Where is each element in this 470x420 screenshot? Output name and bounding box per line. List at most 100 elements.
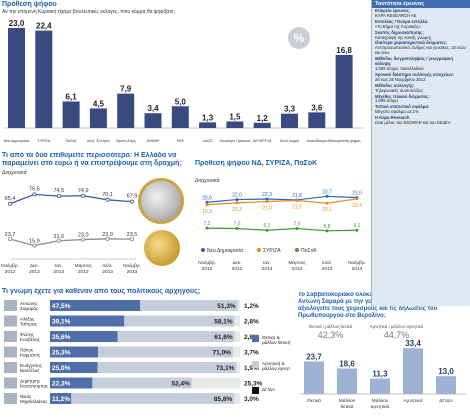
data-point <box>32 192 37 197</box>
leaders-opinion-title: Τι γνώμη έχετε για καθέναν από τους πολι… <box>2 288 201 295</box>
survey-identity-label: Μέθοδος συλλογής: <box>375 82 415 88</box>
x-tick-label: ΑΝΤΑΡΣΥΑ <box>253 139 272 143</box>
survey-identity-value: «Το Βήμα της Κυριακής» <box>375 23 421 29</box>
data-label: 25,3% <box>52 350 71 357</box>
leader-photo <box>4 315 17 327</box>
bar <box>335 54 353 128</box>
data-label: 22,3% <box>52 381 71 388</box>
x-tick-label: θετικά <box>341 403 354 410</box>
data-label: 74,5 <box>53 188 64 194</box>
leader-photo <box>4 393 17 404</box>
data-label: 39,1% <box>52 319 71 326</box>
data-label: 5,8 <box>324 224 331 230</box>
data-point <box>7 236 12 241</box>
data-point <box>81 237 86 242</box>
data-point <box>325 229 329 233</box>
party-trend-title: Πρόθεση ψήφου ΝΔ, ΣΥΡΙΖΑ, ΠαΣοΚ <box>195 160 318 167</box>
x-tick-label: 2013 <box>322 266 333 272</box>
legend-marker <box>257 248 261 252</box>
data-label: 18,6 <box>339 359 355 368</box>
data-label: 19,3 <box>202 209 212 215</box>
x-tick-label: 2012 <box>29 269 40 275</box>
legend-marker <box>252 361 259 368</box>
data-label: 61,6% <box>214 334 233 341</box>
data-label: 71,0% <box>213 350 232 357</box>
data-label: 1,3 <box>202 113 214 122</box>
survey-identity-value: Μέγιστο σφάλμα ±3,1% <box>375 109 419 115</box>
x-tick-label: Αδιευκρίνιστη ψήφος <box>327 139 361 143</box>
leaders-opinion-panel: Τι γνώμη έχετε για καθέναν από τους πολι… <box>0 288 290 420</box>
leader-name: Κουτσούμπας <box>20 383 49 389</box>
legend-marker <box>201 248 205 252</box>
x-tick-label: Αρνητικά <box>403 397 422 404</box>
data-point <box>205 226 209 230</box>
x-tick-label: 2013 <box>292 266 303 272</box>
euro-coin-icon <box>144 230 180 266</box>
survey-identity-item: Μέγεθος τελικού δείγματος: 1.009 άτομα <box>372 94 470 105</box>
data-label: 35,6% <box>52 334 71 341</box>
data-point <box>265 200 269 203</box>
leader-name: Κουβέλης <box>20 336 41 342</box>
data-label: 7,0 <box>294 222 301 228</box>
data-label: 22,4 <box>352 203 362 209</box>
data-label: 7,9 <box>120 85 132 94</box>
data-label: 23,9 <box>102 232 113 238</box>
survey-identity-value: Αντιπροσωπευτικό, άνδρες και γυναίκες, 1… <box>375 45 466 56</box>
series-line <box>9 238 133 247</box>
x-tick-label: ΣΥΡΙΖΑ <box>37 139 50 143</box>
vote-intention-subtitle: Αν την επόμενη Κυριακή είχαμε βουλευτικέ… <box>2 9 175 15</box>
data-point <box>105 197 110 202</box>
data-point <box>265 228 269 232</box>
survey-identity-value: είναι μέλος του ESOMAR και του ΣΕΔΕΑ <box>375 120 451 126</box>
survey-identity-label: Εντολέας / Όνομα εντολέα: <box>375 18 429 24</box>
data-label: 3,3 <box>284 105 296 114</box>
leader-name: Σαμαράς <box>20 305 39 311</box>
legend-label: μάλλον θετική <box>262 339 290 345</box>
data-label: 11,3 <box>372 370 388 379</box>
legend-marker <box>295 248 299 252</box>
survey-identity-label: Ιδιαίτερα χαρακτηριστικά δείγματος: <box>375 40 448 46</box>
data-label: 23,5 <box>127 232 138 238</box>
berlin-eval-panel: Το Σαββατοκύριακο ολοκληρώθηκαν οι συναν… <box>296 292 470 420</box>
legend-marker <box>252 335 259 342</box>
leader-name: Φώτης <box>20 331 35 337</box>
data-label: 3,0% <box>244 396 259 403</box>
data-label: 20,3 <box>232 207 242 213</box>
stacked-bar-segment <box>234 393 240 404</box>
survey-identity-value: Τηλεφωνικές συνεντεύξεις <box>375 87 424 93</box>
data-label: 3,6 <box>311 103 323 112</box>
legend-label: Θετική & <box>262 334 280 340</box>
bar <box>89 108 107 128</box>
stacked-bar-segment <box>71 393 235 404</box>
stacked-bar-segment <box>50 300 141 311</box>
bar <box>281 113 298 128</box>
leader-photo <box>4 331 17 342</box>
stacked-bar-segment <box>234 315 240 327</box>
bar <box>253 122 271 128</box>
data-point <box>81 193 86 198</box>
data-label: 3,4 <box>147 104 159 113</box>
stacked-bar-segment <box>50 393 72 404</box>
survey-identity-label: Χρονικό διάστημα συλλογής στοιχείων: <box>375 71 455 77</box>
legend-label: ΣΥΡΙΖΑ <box>263 248 281 254</box>
data-label: 1,9% <box>244 365 259 372</box>
bar <box>337 368 357 394</box>
x-tick-label: ΠαΣοΚ <box>65 139 77 143</box>
party-trend-panel: Πρόθεση ψήφου ΝΔ, ΣΥΡΙΖΑ, ΠαΣοΚ Διαχρονι… <box>193 160 369 282</box>
survey-identity-value: Καταγραφή της κοινής γνώμης <box>375 34 432 40</box>
stacked-bar-segment <box>97 362 237 373</box>
data-label: 2,8% <box>244 334 259 341</box>
data-point <box>129 237 134 242</box>
data-label: 3,7% <box>244 350 259 357</box>
legend-label: ΠαΣοΚ <box>301 248 317 254</box>
bar <box>308 112 326 128</box>
x-tick-label: 2012 <box>232 266 243 272</box>
stacked-bar-segment <box>191 377 240 389</box>
data-point <box>129 199 134 204</box>
x-tick-label: Ιούλ. <box>102 262 112 269</box>
group-label: Θετικά / μάλλον θετικά <box>309 324 353 329</box>
x-tick-label: Δεκ. <box>30 263 39 269</box>
data-label: 2,8% <box>244 319 259 326</box>
data-label: 70,1 <box>102 192 113 198</box>
data-label: 67,9 <box>127 194 138 200</box>
